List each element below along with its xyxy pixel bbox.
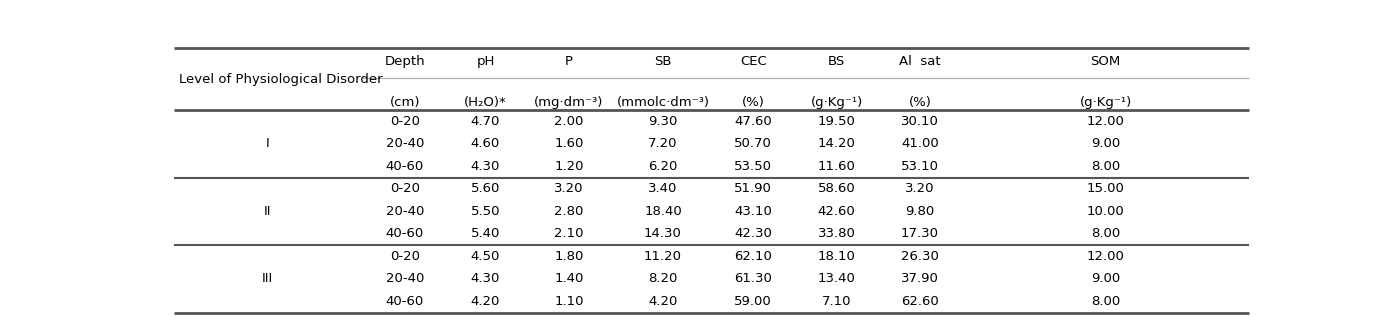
Text: 58.60: 58.60 <box>818 182 855 196</box>
Text: 3.20: 3.20 <box>905 182 934 196</box>
Text: 42.30: 42.30 <box>734 227 772 241</box>
Text: 14.30: 14.30 <box>644 227 682 241</box>
Text: 3.40: 3.40 <box>648 182 677 196</box>
Text: 1.20: 1.20 <box>554 160 583 173</box>
Text: 40-60: 40-60 <box>386 160 423 173</box>
Text: 9.00: 9.00 <box>1091 272 1120 286</box>
Text: 1.80: 1.80 <box>554 250 583 263</box>
Text: 0-20: 0-20 <box>390 250 419 263</box>
Text: (H₂O)*: (H₂O)* <box>464 96 507 109</box>
Text: 33.80: 33.80 <box>818 227 855 241</box>
Text: 5.40: 5.40 <box>471 227 500 241</box>
Text: 5.50: 5.50 <box>471 205 500 218</box>
Text: I: I <box>265 137 269 151</box>
Text: 6.20: 6.20 <box>648 160 677 173</box>
Text: 42.60: 42.60 <box>818 205 855 218</box>
Text: 30.10: 30.10 <box>901 115 938 128</box>
Text: 4.70: 4.70 <box>471 115 500 128</box>
Text: 7.20: 7.20 <box>648 137 677 151</box>
Text: 0-20: 0-20 <box>390 182 419 196</box>
Text: 8.00: 8.00 <box>1091 227 1120 241</box>
Text: 47.60: 47.60 <box>734 115 772 128</box>
Text: 50.70: 50.70 <box>734 137 772 151</box>
Text: 8.00: 8.00 <box>1091 295 1120 308</box>
Text: Level of Physiological Disorder: Level of Physiological Disorder <box>179 73 383 86</box>
Text: 11.60: 11.60 <box>818 160 855 173</box>
Text: 20-40: 20-40 <box>386 137 423 151</box>
Text: CEC: CEC <box>740 55 766 68</box>
Text: 26.30: 26.30 <box>901 250 938 263</box>
Text: 8.20: 8.20 <box>648 272 677 286</box>
Text: 61.30: 61.30 <box>734 272 772 286</box>
Text: 40-60: 40-60 <box>386 295 423 308</box>
Text: 14.20: 14.20 <box>818 137 855 151</box>
Text: 10.00: 10.00 <box>1087 205 1124 218</box>
Text: 15.00: 15.00 <box>1087 182 1124 196</box>
Text: pH: pH <box>476 55 494 68</box>
Text: (mg·dm⁻³): (mg·dm⁻³) <box>534 96 604 109</box>
Text: 13.40: 13.40 <box>818 272 855 286</box>
Text: 53.10: 53.10 <box>901 160 940 173</box>
Text: 37.90: 37.90 <box>901 272 938 286</box>
Text: 19.50: 19.50 <box>818 115 855 128</box>
Text: 40-60: 40-60 <box>386 227 423 241</box>
Text: SOM: SOM <box>1091 55 1120 68</box>
Text: 12.00: 12.00 <box>1087 250 1124 263</box>
Text: 8.00: 8.00 <box>1091 160 1120 173</box>
Text: 4.20: 4.20 <box>471 295 500 308</box>
Text: 51.90: 51.90 <box>734 182 772 196</box>
Text: 53.50: 53.50 <box>734 160 772 173</box>
Text: SB: SB <box>654 55 672 68</box>
Text: 1.60: 1.60 <box>554 137 583 151</box>
Text: 0-20: 0-20 <box>390 115 419 128</box>
Text: 18.10: 18.10 <box>818 250 855 263</box>
Text: 3.20: 3.20 <box>554 182 583 196</box>
Text: 18.40: 18.40 <box>644 205 682 218</box>
Text: (mmolc·dm⁻³): (mmolc·dm⁻³) <box>616 96 709 109</box>
Text: (g·Kg⁻¹): (g·Kg⁻¹) <box>1080 96 1131 109</box>
Text: 59.00: 59.00 <box>734 295 772 308</box>
Text: 17.30: 17.30 <box>901 227 940 241</box>
Text: 20-40: 20-40 <box>386 205 423 218</box>
Text: 1.40: 1.40 <box>554 272 583 286</box>
Text: 2.10: 2.10 <box>554 227 583 241</box>
Text: 62.60: 62.60 <box>901 295 938 308</box>
Text: 7.10: 7.10 <box>822 295 851 308</box>
Text: 2.00: 2.00 <box>554 115 583 128</box>
Text: 9.80: 9.80 <box>905 205 934 218</box>
Text: 4.50: 4.50 <box>471 250 500 263</box>
Text: 41.00: 41.00 <box>901 137 938 151</box>
Text: 20-40: 20-40 <box>386 272 423 286</box>
Text: (%): (%) <box>741 96 765 109</box>
Text: 5.60: 5.60 <box>471 182 500 196</box>
Text: (cm): (cm) <box>390 96 421 109</box>
Text: III: III <box>262 272 273 286</box>
Text: 1.10: 1.10 <box>554 295 583 308</box>
Text: 9.30: 9.30 <box>648 115 677 128</box>
Text: Al  sat: Al sat <box>899 55 941 68</box>
Text: 4.30: 4.30 <box>471 272 500 286</box>
Text: (%): (%) <box>909 96 931 109</box>
Text: Depth: Depth <box>384 55 425 68</box>
Text: 4.20: 4.20 <box>648 295 677 308</box>
Text: 12.00: 12.00 <box>1087 115 1124 128</box>
Text: 2.80: 2.80 <box>554 205 583 218</box>
Text: 9.00: 9.00 <box>1091 137 1120 151</box>
Text: (g·Kg⁻¹): (g·Kg⁻¹) <box>811 96 863 109</box>
Text: 43.10: 43.10 <box>734 205 772 218</box>
Text: 4.30: 4.30 <box>471 160 500 173</box>
Text: BS: BS <box>829 55 845 68</box>
Text: P: P <box>565 55 573 68</box>
Text: II: II <box>264 205 272 218</box>
Text: 11.20: 11.20 <box>644 250 682 263</box>
Text: 4.60: 4.60 <box>471 137 500 151</box>
Text: 62.10: 62.10 <box>734 250 772 263</box>
